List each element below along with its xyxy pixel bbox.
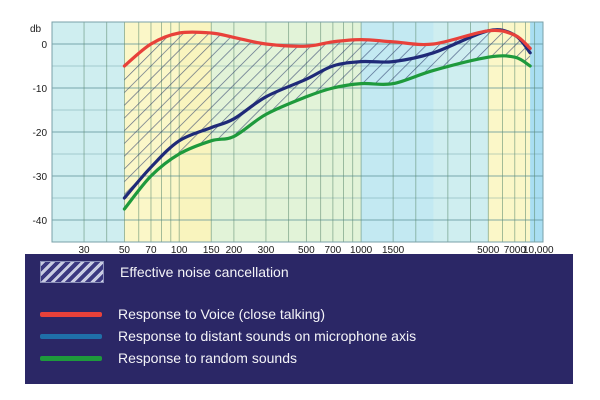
legend-item-random: Response to random sounds	[32, 348, 297, 368]
x-tick-label: 10,000	[523, 245, 554, 256]
legend-line-voice	[40, 311, 102, 317]
series-line-voice	[122, 28, 532, 68]
legend-item-noise-cancellation: Effective noise cancellation	[32, 261, 289, 283]
x-tick-label: 1000	[350, 245, 373, 256]
x-tick-label: 200	[226, 245, 243, 256]
x-tick-label: 30	[78, 245, 90, 256]
y-tick-label: -30	[33, 172, 48, 183]
x-tick-label: 70	[145, 245, 157, 256]
legend-label-random: Response to random sounds	[118, 350, 297, 366]
x-tick-label: 7000	[504, 245, 527, 256]
y-tick-label: -10	[33, 84, 48, 95]
legend-label-distant: Response to distant sounds on microphone…	[118, 328, 417, 344]
y-tick-label: -40	[33, 216, 48, 227]
legend-line-distant	[40, 333, 102, 339]
noise-cancellation-region	[124, 30, 531, 209]
legend-item-distant: Response to distant sounds on microphone…	[32, 326, 416, 346]
x-tick-label: 300	[258, 245, 275, 256]
legend-item-voice: Response to Voice (close talking)	[32, 304, 325, 324]
x-tick-label: 500	[298, 245, 315, 256]
plot-border	[51, 21, 544, 243]
y-tick-label: 0	[41, 40, 47, 51]
legend-label-voice: Response to Voice (close talking)	[118, 306, 325, 322]
legend: Effective noise cancellation Response to…	[32, 258, 568, 378]
y-axis-label: db	[30, 24, 42, 35]
series-line-random	[122, 54, 532, 211]
legend-line-random	[40, 355, 102, 361]
x-tick-label: 50	[119, 245, 131, 256]
x-tick-label: 150	[203, 245, 220, 256]
legend-label-noise-cancellation: Effective noise cancellation	[120, 264, 289, 280]
x-tick-label: 5000	[477, 245, 500, 256]
y-tick-label: -20	[33, 128, 48, 139]
x-tick-label: 1500	[382, 245, 405, 256]
hatch-swatch	[40, 261, 104, 283]
x-tick-label: 700	[325, 245, 342, 256]
x-tick-label: 100	[171, 245, 188, 256]
